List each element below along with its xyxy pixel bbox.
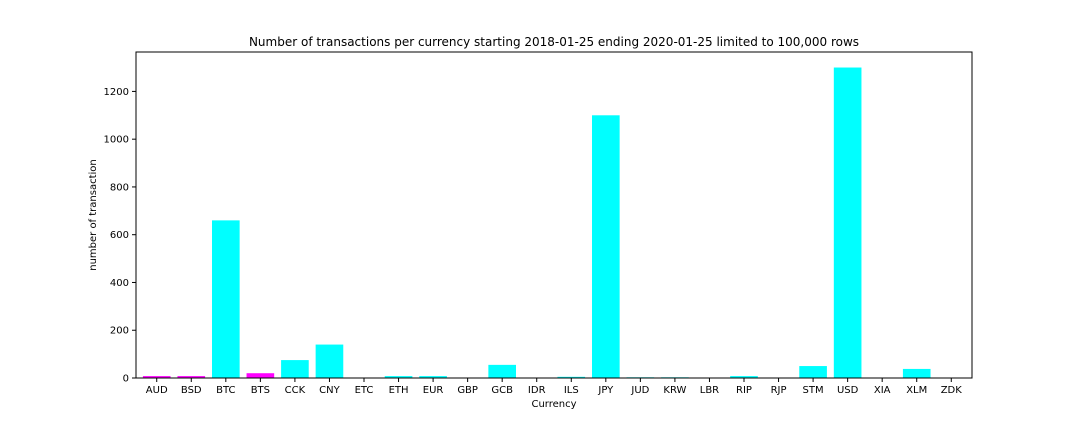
bar-btc (212, 220, 240, 378)
x-tick-label-stm: STM (803, 385, 824, 396)
y-tick-label: 400 (110, 278, 129, 289)
y-tick-label: 1200 (104, 87, 129, 98)
x-tick-label-xlm: XLM (906, 385, 927, 396)
x-tick-label-xia: XIA (874, 385, 891, 396)
x-tick-label-cck: CCK (285, 385, 306, 396)
x-tick-label-aud: AUD (146, 385, 168, 396)
bar-eur (419, 376, 447, 378)
bar-stm (799, 366, 827, 378)
x-tick-label-gcb: GCB (491, 385, 513, 396)
bar-gcb (488, 364, 516, 378)
plot-frame (135, 51, 973, 379)
bar-ils (557, 376, 586, 378)
y-tick-label: 800 (110, 182, 129, 193)
bar-aud (142, 376, 171, 378)
x-axis-ticks: AUD BSD BTC BTS CCK CNY ETC ETH EUR GBP GCB IDR ILS J… (146, 378, 962, 396)
bar-cck (281, 360, 309, 378)
y-tick-label: 1000 (104, 135, 129, 146)
x-tick-label-bts: BTS (251, 385, 270, 396)
bar-cny (315, 344, 344, 378)
x-tick-label-etc: ETC (355, 385, 374, 396)
x-tick-label-krw: KRW (663, 385, 686, 396)
x-tick-label-ils: ILS (564, 385, 579, 396)
y-tick-label: 200 (110, 326, 129, 337)
x-tick-label-jpy: JPY (597, 385, 614, 396)
x-axis-title: Currency (531, 399, 576, 410)
bar-jpy (592, 115, 620, 379)
bar-usd (833, 67, 862, 379)
y-axis-title: number of transaction (88, 159, 99, 271)
bar-xlm (902, 368, 931, 378)
chart-title: Number of transactions per currency star… (249, 35, 859, 49)
x-tick-label-rip: RIP (736, 385, 752, 396)
bar-rip (730, 376, 758, 378)
x-tick-label-eth: ETH (389, 385, 409, 396)
x-tick-label-rjp: RJP (771, 385, 787, 396)
x-tick-label-cny: CNY (319, 385, 340, 396)
x-tick-label-lbr: LBR (700, 385, 719, 396)
bar-bts (246, 373, 275, 378)
x-tick-label-zdk: ZDK (941, 385, 963, 396)
bar-eth (384, 376, 413, 378)
x-tick-label-btc: BTC (216, 385, 235, 396)
bars-group (142, 67, 931, 379)
x-tick-label-bsd: BSD (181, 385, 202, 396)
x-tick-label-eur: EUR (423, 385, 444, 396)
x-tick-label-idr: IDR (528, 385, 546, 396)
bar-bsd (177, 376, 206, 378)
y-tick-label: 0 (123, 374, 129, 385)
x-tick-label-jud: JUD (630, 385, 649, 396)
x-tick-label-gbp: GBP (457, 385, 478, 396)
y-axis-ticks: 0 200 400 600 800 1000 1200 (104, 87, 136, 385)
x-tick-label-usd: USD (837, 385, 859, 396)
y-tick-label: 600 (110, 230, 129, 241)
